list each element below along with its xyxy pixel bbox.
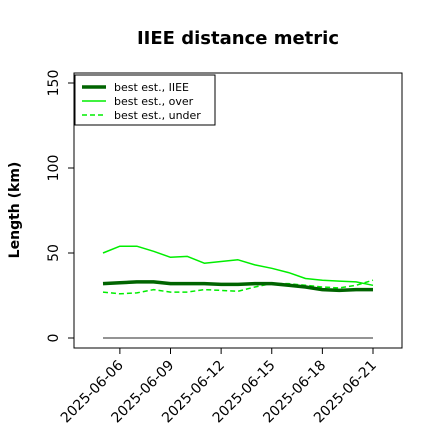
y-axis: 0 50 100 150	[46, 70, 74, 343]
y-tick-label-0: 0	[46, 334, 62, 343]
y-tick-label-3: 150	[46, 70, 62, 97]
series-line-1	[102, 245, 374, 287]
legend-label-0: best est., IIEE	[114, 81, 189, 94]
chart-title: IIEE distance metric	[137, 28, 339, 49]
legend-label-1: best est., over	[114, 95, 194, 108]
x-axis: 2025-06-062025-06-092025-06-122025-06-15…	[58, 348, 380, 426]
series-line-2	[102, 279, 374, 295]
series-layer	[102, 245, 374, 339]
y-axis-label: Length (km)	[7, 162, 23, 259]
series-line-0	[102, 280, 373, 293]
y-tick-label-1: 50	[46, 244, 62, 262]
legend-label-2: best est., under	[114, 109, 201, 122]
plot-frame	[73, 72, 403, 349]
y-tick-label-2: 100	[46, 155, 62, 182]
legend-box	[74, 74, 216, 126]
